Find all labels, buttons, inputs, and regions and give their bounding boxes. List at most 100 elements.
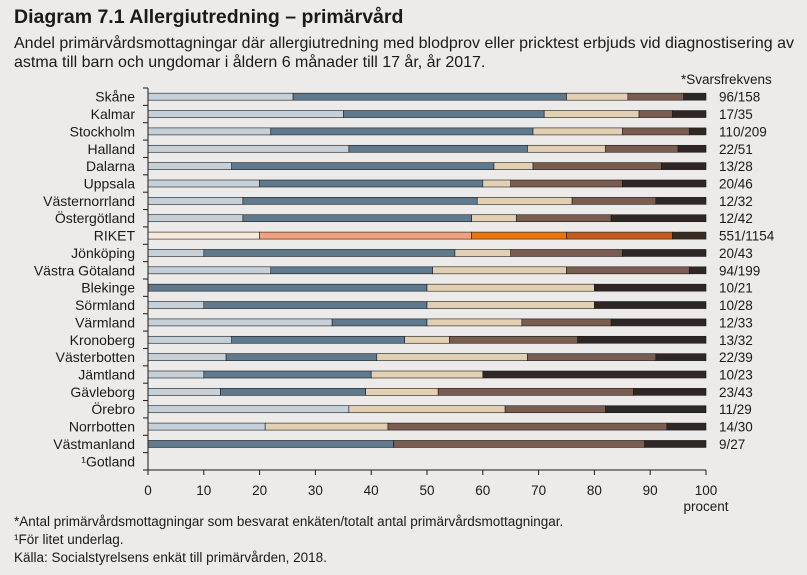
category-label: Kalmar: [91, 106, 136, 122]
bar-segment-riket-4: [566, 231, 673, 240]
bar-segment-kalmar-5: [672, 110, 707, 118]
bar-segment-västernorrland-5: [655, 197, 707, 205]
bar-segment-sörmland-5: [594, 301, 707, 309]
bar-segment-kronoberg-2: [231, 335, 405, 344]
x-tick-label: 30: [308, 483, 323, 498]
category-label: Västmanland: [53, 436, 135, 452]
response-rate-label: 11/29: [719, 402, 752, 417]
category-label: Västra Götaland: [34, 262, 135, 278]
bar-segment-västernorrland-1: [147, 197, 244, 205]
bar-segment-riket-1: [147, 231, 260, 240]
category-label: Skåne: [95, 89, 135, 105]
bar-segment-dalarna-3: [493, 162, 534, 170]
bar-segment-uppsala-5: [621, 179, 707, 188]
bar-segment-sörmland-1: [147, 301, 205, 309]
bar-segment-östergötland-4: [515, 214, 612, 223]
category-label: Blekinge: [81, 280, 135, 296]
chart-title: Diagram 7.1 Allergiutredning – primärvår…: [14, 6, 404, 28]
bar-segment-dalarna-4: [532, 162, 662, 170]
bar-segment-jämtland-3: [370, 370, 484, 379]
response-rate-label: 20/43: [719, 246, 753, 261]
category-label: Västernorrland: [43, 193, 135, 209]
x-tick-label: 100: [695, 483, 718, 498]
bar-segment-kalmar-4: [638, 110, 673, 118]
category-label: Sörmland: [75, 297, 135, 313]
bar-segment-västra-götaland-5: [688, 266, 707, 275]
category-label: Dalarna: [86, 158, 135, 174]
bar-segment-örebro-5: [605, 405, 707, 414]
response-rate-label: 17/35: [719, 107, 753, 122]
response-rate-header: *Svarsfrekvens: [681, 72, 772, 87]
bar-segment-västra-götaland-3: [432, 266, 567, 275]
bar-segment-jämtland-1: [147, 370, 205, 379]
bar-segment-västerbotten-3: [376, 353, 528, 361]
bar-segment-gävleborg-4: [437, 388, 634, 396]
bar-segment-halland-4: [605, 144, 679, 153]
bar-segment-stockholm-2: [270, 127, 534, 136]
bar-segment-värmland-5: [610, 318, 707, 327]
bar-segment-västra-götaland-2: [270, 266, 433, 275]
bar-segment-riket-2: [259, 231, 472, 240]
bar-segment-västra-götaland-4: [566, 266, 690, 275]
x-tick-label: 60: [475, 483, 490, 498]
category-label: Stockholm: [70, 123, 135, 139]
bar-segment-riket-3: [471, 231, 567, 240]
response-rate-label: 12/32: [719, 194, 753, 209]
category-label: Jönköping: [71, 245, 135, 261]
response-rate-label: 23/43: [719, 385, 753, 400]
category-label: Jämtland: [78, 367, 135, 383]
bar-segment-gävleborg-1: [147, 388, 221, 396]
bar-segment-uppsala-4: [510, 179, 623, 188]
bar-segment-skåne-1: [147, 92, 294, 101]
bar-segment-jämtland-2: [203, 370, 372, 379]
bar-segment-kalmar-3: [543, 110, 640, 118]
response-rate-label: 22/39: [719, 350, 753, 365]
bar-segment-blekinge-2: [147, 283, 428, 292]
bar-segment-skåne-2: [292, 92, 567, 101]
bar-segment-kalmar-2: [342, 110, 545, 118]
category-label: Gävleborg: [70, 384, 135, 400]
response-rate-label: 551/1154: [719, 229, 775, 244]
bar-segment-norrbotten-1: [147, 422, 266, 431]
bar-segment-halland-3: [527, 144, 606, 153]
response-rate-label: 10/21: [719, 281, 753, 296]
bar-segment-kronoberg-1: [147, 335, 232, 344]
x-tick-label: 0: [144, 483, 152, 498]
bar-segment-stockholm-3: [532, 127, 623, 136]
bar-segment-västra-götaland-1: [147, 266, 272, 275]
bar-segment-västmanland-4: [393, 440, 645, 448]
bar-segment-halland-5: [677, 144, 707, 153]
bar-segment-dalarna-2: [231, 162, 495, 170]
bar-segment-östergötland-3: [471, 214, 517, 223]
x-tick-label: 90: [643, 483, 658, 498]
bar-segment-jönköping-4: [510, 249, 623, 257]
response-rate-label: 12/42: [719, 211, 753, 226]
bar-segment-kalmar-1: [147, 110, 344, 118]
bar-segment-västmanland-2: [147, 440, 394, 448]
response-rate-label: 22/51: [719, 142, 753, 157]
bar-segment-skåne-3: [566, 92, 629, 101]
bar-segment-gävleborg-2: [220, 388, 366, 396]
category-label: Norrbotten: [69, 419, 135, 435]
x-tick-label: 80: [587, 483, 602, 498]
bar-segment-västerbotten-5: [655, 353, 707, 361]
category-label: Örebro: [91, 400, 135, 417]
bar-segment-örebro-1: [147, 405, 350, 414]
bar-segment-dalarna-1: [147, 162, 232, 170]
bar-segment-uppsala-3: [482, 179, 511, 188]
bar-segment-värmland-2: [331, 318, 428, 327]
x-axis-label: procent: [683, 499, 728, 514]
category-label: RIKET: [94, 228, 136, 244]
bar-segment-västerbotten-1: [147, 353, 227, 361]
footnote-source: Källa: Socialstyrelsens enkät till primä…: [14, 550, 327, 565]
bar-segment-skåne-5: [683, 92, 707, 101]
chart-subtitle: Andel primärvårdsmottagningar där allerg…: [14, 35, 794, 71]
category-label: Östergötland: [55, 209, 135, 226]
bar-segment-norrbotten-3: [264, 422, 389, 431]
response-rate-label: 13/28: [719, 159, 753, 174]
category-label: Halland: [88, 141, 135, 157]
response-rate-label: 10/23: [719, 368, 753, 383]
response-rate-label: 13/32: [719, 333, 753, 348]
bar-segment-uppsala-1: [147, 179, 260, 188]
x-tick-label: 10: [196, 483, 211, 498]
